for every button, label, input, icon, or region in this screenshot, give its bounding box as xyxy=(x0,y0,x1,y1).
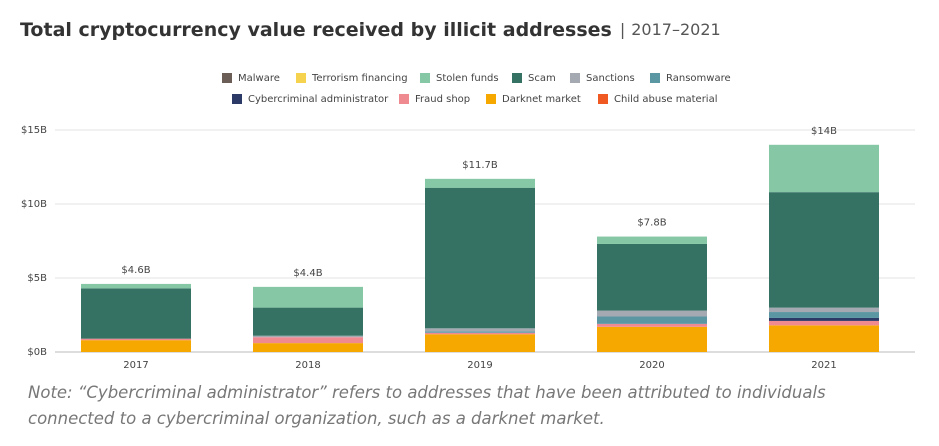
bar-segment xyxy=(425,332,535,335)
legend-swatch xyxy=(296,73,306,83)
total-label: $14B xyxy=(811,126,837,137)
separator: | xyxy=(620,20,625,39)
bar-segment xyxy=(769,192,879,308)
legend-label: Child abuse material xyxy=(614,94,718,105)
bar-segment xyxy=(597,243,707,311)
bar-segment xyxy=(253,337,363,344)
legend-swatch xyxy=(232,94,242,104)
note: Note: “Cybercriminal administrator” refe… xyxy=(28,383,826,428)
legend-swatch xyxy=(486,94,496,104)
bar-segment xyxy=(81,288,191,339)
legend-label: Stolen funds xyxy=(436,73,499,84)
legend-label: Sanctions xyxy=(586,73,635,84)
bar-segment xyxy=(769,144,879,193)
legend-label: Ransomware xyxy=(666,73,731,84)
x-tick-label: 2020 xyxy=(639,360,664,371)
bar-segment xyxy=(81,340,191,352)
bar-segment xyxy=(769,317,879,321)
bar-segment xyxy=(597,236,707,244)
bar-segment xyxy=(769,307,879,313)
legend-swatch xyxy=(570,73,580,83)
legend-label: Fraud shop xyxy=(415,94,470,105)
legend-label: Malware xyxy=(238,73,280,84)
legend-swatch xyxy=(598,94,608,104)
legend-label: Cybercriminal administrator xyxy=(248,94,389,105)
bar-segment xyxy=(769,312,879,318)
bar-segment xyxy=(597,316,707,324)
bar-segment xyxy=(597,326,707,352)
x-tick-label: 2019 xyxy=(467,360,492,371)
bar-segment xyxy=(425,178,535,188)
bar-segment xyxy=(253,343,363,352)
total-label: $4.4B xyxy=(293,268,322,279)
bar-segment xyxy=(425,187,535,329)
y-tick-label: $10B xyxy=(21,199,47,210)
legend-label: Scam xyxy=(528,73,556,84)
y-tick-label: $15B xyxy=(21,125,47,136)
chart: Total cryptocurrency value received by i… xyxy=(20,19,915,371)
legend-label: Terrorism financing xyxy=(311,73,408,84)
bar-segment xyxy=(769,320,879,326)
y-tick-label: $0B xyxy=(27,347,47,358)
legend-swatch xyxy=(650,73,660,83)
chart-title: Total cryptocurrency value received by i… xyxy=(20,19,721,41)
total-label: $11.7B xyxy=(462,160,498,171)
y-tick-label: $5B xyxy=(27,273,47,284)
x-tick-label: 2017 xyxy=(123,360,148,371)
x-tick-label: 2021 xyxy=(811,360,836,371)
bar-segment xyxy=(425,334,535,352)
bar-segment xyxy=(253,307,363,336)
bar-segment xyxy=(253,335,363,338)
subtitle: 2017–2021 xyxy=(631,20,720,39)
total-label: $7.8B xyxy=(637,218,666,229)
title: Total cryptocurrency value received by i… xyxy=(20,19,612,41)
bar-segment xyxy=(597,323,707,327)
bar-segment xyxy=(597,310,707,317)
legend-swatch xyxy=(222,73,232,83)
bar-segment xyxy=(81,338,191,341)
bar-segment xyxy=(81,283,191,289)
bar-segment xyxy=(253,286,363,308)
legend-swatch xyxy=(420,73,430,83)
bar-segment xyxy=(425,331,535,333)
bar-segment xyxy=(769,325,879,352)
legend-swatch xyxy=(512,73,522,83)
x-tick-label: 2018 xyxy=(295,360,320,371)
legend-label: Darknet market xyxy=(502,94,581,105)
legend-swatch xyxy=(399,94,409,104)
bar-segment xyxy=(425,328,535,332)
total-label: $4.6B xyxy=(121,265,150,276)
